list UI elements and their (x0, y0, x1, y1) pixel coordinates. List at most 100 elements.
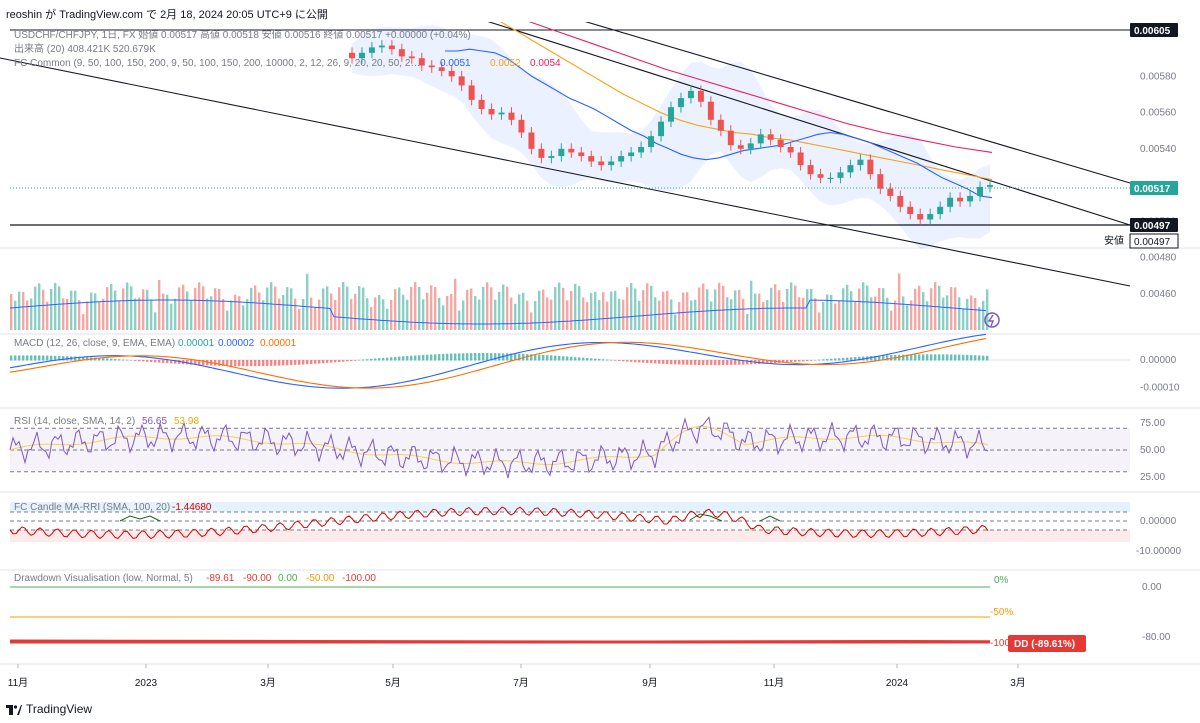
volume-bar (458, 310, 461, 330)
volume-bar (66, 299, 69, 330)
macd-histogram-bar (738, 360, 741, 365)
volume-bar (870, 297, 873, 330)
volume-bar (462, 300, 465, 330)
macd-histogram-bar (838, 358, 841, 361)
volume-bar (254, 285, 257, 330)
macd-value: 0.00001 (260, 338, 297, 349)
volume-bar (962, 308, 965, 330)
candle (957, 197, 964, 202)
price-axis: 0.005800.005600.005400.005200.005000.004… (8, 23, 1181, 689)
volume-bar (566, 300, 569, 330)
macd-histogram-bar (230, 360, 233, 367)
candle (947, 197, 954, 207)
volume-bar (454, 278, 457, 330)
candle (917, 214, 924, 220)
volume-bar (106, 286, 109, 330)
candle (478, 99, 485, 109)
macd-histogram-bar (310, 360, 313, 365)
volume-bar (966, 298, 969, 330)
macd-pane (9, 333, 1130, 389)
volume-bar (654, 297, 657, 330)
macd-histogram-bar (338, 360, 341, 363)
macd-histogram-bar (62, 356, 65, 361)
indicator-value: 0.0054 (530, 58, 561, 69)
candle (658, 121, 665, 137)
macd-histogram-bar (786, 360, 789, 363)
macd-histogram-bar (962, 354, 965, 361)
rri-upper-band (10, 502, 1130, 512)
volume-bar (70, 290, 73, 330)
volume-bar (198, 282, 201, 330)
volume-bar (574, 283, 577, 330)
macd-histogram-bar (726, 360, 729, 365)
volume-bar (510, 297, 513, 330)
chart-canvas[interactable]: 0% -50% -100%DD (-89.61%) 0.00580 0.00560 0.… (0, 22, 1200, 700)
volume-bar (582, 297, 585, 330)
volume-bar (134, 298, 137, 330)
candle (538, 148, 545, 158)
rsi-pane (9, 416, 1130, 479)
volume-bar (434, 287, 437, 330)
volume-bar (590, 293, 593, 330)
volume-bar (698, 287, 701, 330)
macd-histogram-bar (570, 356, 573, 361)
tradingview-logo-icon (6, 704, 22, 715)
macd-histogram-bar (630, 360, 633, 362)
candle (797, 152, 804, 166)
macd-histogram-bar (422, 354, 425, 361)
candle (857, 159, 864, 166)
volume-bar (258, 292, 261, 330)
candle (707, 101, 714, 120)
volume-bar (682, 292, 685, 330)
macd-histogram-bar (958, 354, 961, 361)
volume-bar (158, 280, 161, 330)
price-tag-low-line: 0.00497 (1134, 221, 1171, 232)
macd-histogram-bar (546, 355, 549, 361)
volume-bar (814, 298, 817, 330)
macd-histogram-bar (662, 360, 665, 364)
volume-bar (558, 282, 561, 330)
volume-bar (910, 300, 913, 330)
macd-histogram-bar (826, 359, 829, 361)
macd-histogram-bar (406, 356, 409, 361)
macd-histogram-bar (574, 357, 577, 361)
volume-bar (542, 289, 545, 330)
ma20-line (445, 48, 993, 199)
macd-histogram-bar (222, 360, 225, 366)
volume-bar (750, 280, 753, 330)
volume-bar (74, 290, 77, 330)
macd-histogram-bar (526, 354, 529, 361)
macd-histogram-bar (58, 355, 61, 361)
volume-bar (526, 300, 529, 330)
volume-bar (730, 299, 733, 330)
volume-bar (802, 297, 805, 330)
volume-bar (430, 285, 433, 330)
macd-tick: -0.00010 (1140, 383, 1180, 394)
macd-histogram-bar (466, 353, 469, 361)
macd-histogram-bar (538, 354, 541, 361)
macd-histogram-bar (26, 355, 29, 361)
macd-histogram-bar (170, 360, 173, 364)
volume-bar (690, 300, 693, 330)
candle (498, 112, 505, 115)
macd-histogram-bar (194, 360, 197, 365)
tradingview-footer[interactable]: TradingView (6, 702, 92, 716)
macd-histogram-bar (622, 360, 625, 362)
volume-bar (670, 299, 673, 330)
candle (558, 148, 565, 157)
macd-histogram-bar (474, 353, 477, 361)
macd-signal-line (9, 337, 987, 389)
volume-bar (114, 290, 117, 330)
ma-rri-pane (9, 502, 1130, 542)
macd-histogram-bar (174, 360, 177, 364)
volume-bar (666, 290, 669, 330)
volume-bar (970, 295, 973, 330)
volume-bar (806, 289, 809, 330)
volume-bar (294, 298, 297, 330)
volume-bar (166, 294, 169, 330)
volume-bar (846, 284, 849, 330)
volume-bar (338, 287, 341, 330)
macd-histogram-bar (666, 360, 669, 365)
macd-line (9, 333, 987, 389)
macd-histogram-bar (30, 355, 33, 361)
